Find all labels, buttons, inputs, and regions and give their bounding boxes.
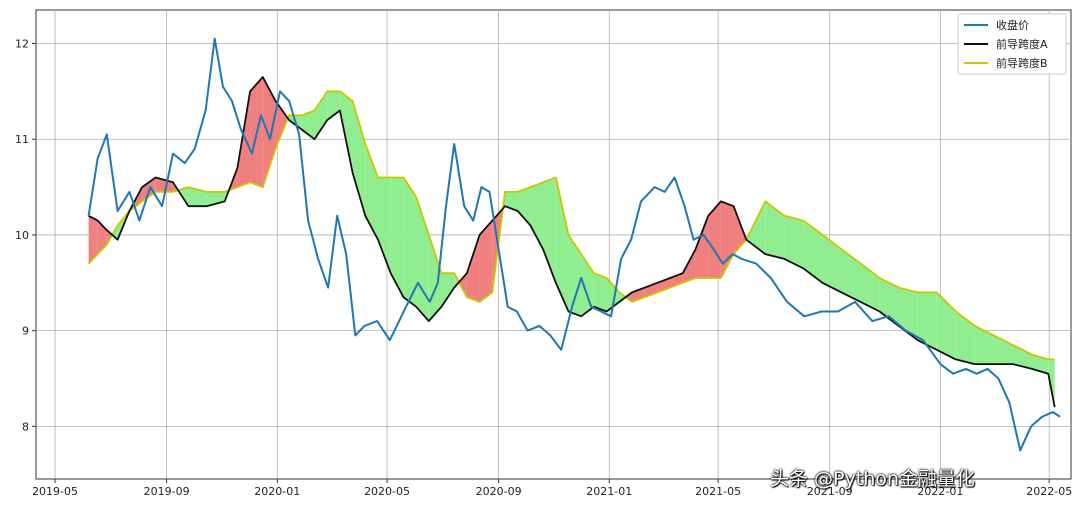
cloud-segment <box>327 91 340 121</box>
cloud-segment <box>955 311 975 365</box>
cloud-segment <box>206 191 225 207</box>
series-line-span-b <box>87 90 1055 361</box>
cloud-segment <box>377 177 391 274</box>
series-lines <box>87 37 1061 452</box>
series-line-span-a <box>88 76 1056 408</box>
cloud-segment <box>428 234 442 322</box>
cloud-segment <box>974 325 994 365</box>
legend-label-span-a: 前导跨度A <box>996 37 1048 51</box>
cloud-segment <box>631 287 645 302</box>
cloud-segment <box>879 278 899 326</box>
cloud-segment <box>479 220 493 302</box>
x-tick-label: 2020-09 <box>476 485 522 498</box>
ichimoku-cloud <box>88 77 1055 408</box>
cloud-segment <box>708 201 721 278</box>
cloud-segment <box>682 249 696 283</box>
cloud-segment <box>936 292 956 360</box>
x-tick-label: 2019-09 <box>144 485 190 498</box>
cloud-segment <box>784 215 804 269</box>
cloud-segment <box>275 100 288 149</box>
cloud-segment <box>530 182 544 250</box>
cloud-segment <box>504 191 518 211</box>
cloud-segment <box>822 234 842 293</box>
cloud-segment <box>390 177 404 298</box>
cloud-segment <box>466 234 480 302</box>
cloud-segment <box>625 292 632 302</box>
watermark: 头条 @Python金融量化 <box>770 468 975 490</box>
cloud-segment <box>352 100 366 216</box>
legend-label-close: 收盘价 <box>996 18 1029 32</box>
cloud-segment <box>619 292 626 302</box>
cloud-segment <box>365 144 378 240</box>
cloud-segment <box>593 273 607 312</box>
axes: 8 9 10 11 12 2019-05 2019-09 2020-01 2020-05 2020… <box>15 38 1072 499</box>
cloud-segment <box>188 187 207 207</box>
cloud-segment <box>403 177 417 307</box>
x-tick-label: 2020-01 <box>254 485 300 498</box>
cloud-segment <box>441 273 455 307</box>
cloud-segment <box>301 110 315 140</box>
y-tick-label: 8 <box>22 420 29 433</box>
cloud-segment <box>555 177 569 312</box>
cloud-segment <box>746 201 766 255</box>
cloud-segment <box>917 292 937 350</box>
cloud-segment <box>568 234 582 317</box>
cloud-segment <box>339 91 353 173</box>
cloud-segment <box>517 187 531 226</box>
cloud-segment <box>695 215 709 278</box>
y-tick-label: 9 <box>22 325 29 338</box>
legend-label-span-b: 前导跨度B <box>996 56 1048 70</box>
cloud-segment <box>1031 354 1049 374</box>
cloud-segment <box>765 201 785 259</box>
cloud-segment <box>88 215 98 264</box>
series-line-close <box>87 37 1061 452</box>
legend-box <box>957 13 1067 75</box>
cloud-segment <box>458 273 467 298</box>
cloud-segment <box>898 287 918 341</box>
y-tick-label: 12 <box>15 38 29 51</box>
y-tick-label: 11 <box>15 133 29 146</box>
x-tick-label: 2022-05 <box>1026 485 1072 498</box>
x-tick-label: 2022-01 <box>917 485 963 498</box>
cloud-segment <box>262 77 276 188</box>
cloud-segment <box>314 91 328 140</box>
x-tick-label: 2021-05 <box>695 485 741 498</box>
cloud-segment <box>841 249 861 302</box>
legend: 收盘价 前导跨度A 前导跨度B <box>957 13 1067 75</box>
cloud-segment <box>993 335 1013 365</box>
x-tick-label: 2021-01 <box>586 485 632 498</box>
x-tick-label: 2021-09 <box>807 485 853 498</box>
x-tick-label: 2020-05 <box>364 485 410 498</box>
y-tick-label: 10 <box>15 229 29 242</box>
cloud-segment <box>1012 345 1032 369</box>
cloud-segment <box>803 220 823 283</box>
cloud-segment <box>860 263 880 312</box>
x-tick-label: 2019-05 <box>32 485 78 498</box>
cloud-segment <box>606 278 620 312</box>
